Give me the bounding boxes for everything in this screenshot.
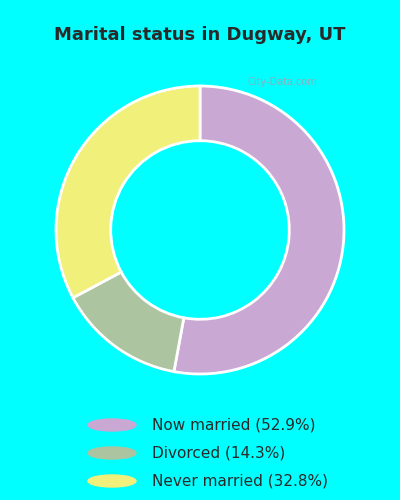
Text: Divorced (14.3%): Divorced (14.3%) — [152, 446, 285, 460]
Circle shape — [88, 447, 136, 459]
Wedge shape — [73, 272, 184, 372]
Text: Never married (32.8%): Never married (32.8%) — [152, 474, 328, 488]
Circle shape — [88, 475, 136, 487]
Text: Marital status in Dugway, UT: Marital status in Dugway, UT — [54, 26, 346, 44]
Text: City-Data.com: City-Data.com — [248, 78, 318, 88]
Wedge shape — [174, 86, 344, 374]
Circle shape — [88, 419, 136, 431]
Text: Now married (52.9%): Now married (52.9%) — [152, 418, 316, 432]
Wedge shape — [56, 86, 200, 298]
